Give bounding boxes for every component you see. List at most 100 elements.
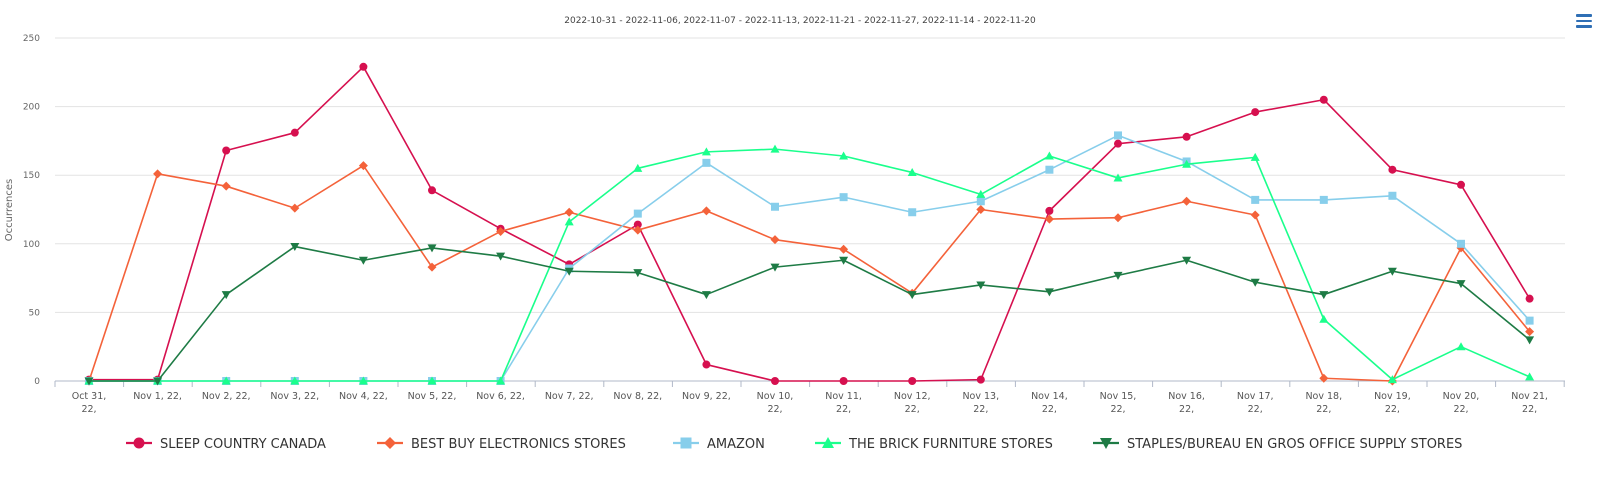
x-tick-label: 22,: [1453, 404, 1468, 415]
series-the-brick-furniture-stores: [84, 144, 1535, 385]
data-point: [1388, 191, 1397, 200]
x-tick-label: 22,: [1179, 404, 1194, 415]
data-point: [427, 376, 437, 385]
y-tick-label: 200: [23, 103, 40, 113]
x-tick-label: Nov 17,: [1237, 391, 1274, 402]
data-point: [84, 377, 94, 386]
hamburger-menu-icon: [1576, 14, 1592, 17]
legend-item[interactable]: AMAZON: [673, 437, 765, 452]
data-point: [1251, 108, 1260, 117]
data-point: [1113, 271, 1123, 280]
data-point: [1250, 210, 1260, 220]
data-point: [1525, 372, 1535, 381]
series-line: [89, 134, 1531, 382]
data-point: [1525, 327, 1535, 337]
x-tick-label: Nov 7, 22,: [545, 391, 594, 402]
y-tick-label: 250: [23, 34, 40, 44]
data-point: [1114, 139, 1122, 148]
data-point: [496, 376, 506, 385]
data-point: [358, 376, 368, 385]
data-point: [1319, 314, 1329, 323]
legend-item[interactable]: THE BRICK FURNITURE STORES: [815, 437, 1053, 452]
data-point: [1250, 152, 1260, 161]
x-tick-label: Nov 2, 22,: [202, 391, 251, 402]
series-line: [89, 245, 1531, 382]
data-point: [771, 377, 779, 385]
data-point: [496, 226, 506, 236]
data-point: [290, 243, 300, 252]
data-point: [839, 244, 849, 254]
data-point: [701, 291, 711, 300]
data-point: [290, 376, 300, 385]
legend-item[interactable]: STAPLES/BUREAU EN GROS OFFICE SUPPLY STO…: [1093, 437, 1462, 452]
data-point: [976, 189, 986, 198]
data-point: [839, 151, 849, 160]
x-tick-label: 22,: [905, 404, 920, 415]
x-tick-label: Nov 10,: [757, 391, 794, 402]
data-point: [221, 376, 231, 385]
data-point: [1457, 180, 1465, 189]
y-axis-title: Occurrences: [4, 179, 15, 241]
legend-marker: [680, 437, 692, 449]
data-point: [153, 377, 163, 386]
x-tick-label: Nov 3, 22,: [270, 391, 319, 402]
data-point: [839, 193, 848, 202]
x-tick-label: Nov 12,: [894, 391, 931, 402]
x-tick-label: Nov 1, 22,: [133, 391, 182, 402]
data-point: [358, 256, 368, 265]
x-tick-label: Nov 4, 22,: [339, 391, 388, 402]
data-point: [771, 202, 779, 211]
data-point: [1525, 294, 1534, 303]
data-point: [976, 375, 985, 384]
legend-marker: [384, 437, 396, 449]
data-point: [701, 206, 711, 216]
x-tick-label: Nov 19,: [1374, 391, 1411, 402]
x-tick-label: Nov 6, 22,: [476, 391, 525, 402]
data-point: [1388, 165, 1397, 174]
x-tick-label: 22,: [973, 404, 988, 415]
series-line: [88, 164, 1531, 382]
data-point: [1182, 159, 1192, 168]
data-point: [770, 263, 780, 272]
legend-item[interactable]: SLEEP COUNTRY CANADA: [126, 437, 326, 452]
data-point: [702, 360, 711, 369]
data-point: [1182, 196, 1192, 206]
data-point: [839, 377, 848, 385]
legend-label: THE BRICK FURNITURE STORES: [848, 437, 1053, 452]
y-tick-label: 150: [23, 171, 40, 181]
legend-item[interactable]: BEST BUY ELECTRONICS STORES: [377, 437, 626, 452]
x-tick-label: 22,: [1042, 404, 1057, 415]
hamburger-menu-icon-bar: [1576, 19, 1592, 22]
data-point: [1044, 214, 1054, 224]
data-point: [908, 377, 917, 385]
data-point: [222, 146, 231, 155]
x-tick-label: Nov 16,: [1168, 391, 1205, 402]
x-tick-label: 22,: [81, 404, 96, 415]
y-tick-label: 100: [23, 240, 40, 250]
chart-menu-button[interactable]: [1576, 14, 1592, 30]
x-tick-label: Nov 5, 22,: [408, 391, 457, 402]
legend-marker: [822, 437, 834, 448]
series-line: [89, 66, 1531, 382]
series-line: [89, 148, 1530, 382]
x-tick-label: Nov 13,: [962, 391, 999, 402]
series-staples-bureau-en-gros-office-supply-stores: [84, 243, 1535, 386]
data-point: [1525, 316, 1534, 325]
x-tick-label: Oct 31,: [72, 391, 107, 402]
series-sleep-country-canada: [85, 62, 1534, 385]
x-tick-label: Nov 20,: [1443, 391, 1480, 402]
data-point: [427, 244, 437, 253]
data-point: [359, 62, 368, 71]
data-point: [1456, 280, 1466, 289]
y-axis-tick-labels: 0 50 100 150 200 250: [23, 34, 40, 387]
data-point: [633, 220, 642, 229]
data-point: [1113, 213, 1123, 223]
hamburger-menu-icon-bar: [1576, 25, 1592, 28]
data-point: [1045, 206, 1054, 215]
data-point: [1044, 151, 1054, 160]
data-point: [770, 144, 780, 153]
x-tick-label: Nov 15,: [1100, 391, 1137, 402]
x-tick-label: 22,: [1385, 404, 1400, 415]
data-point: [427, 262, 437, 272]
data-point: [1456, 342, 1466, 351]
